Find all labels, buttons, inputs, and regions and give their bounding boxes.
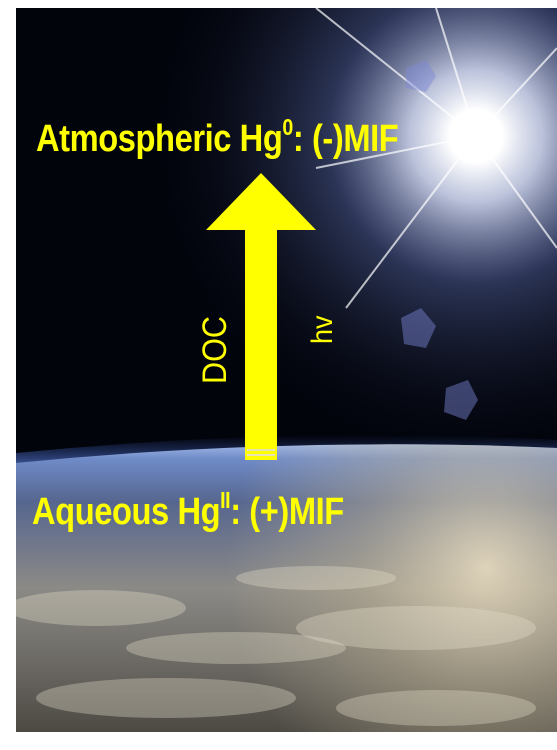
doc-label: DOC	[196, 315, 234, 384]
top-label-text: Atmospheric Hg	[36, 118, 283, 160]
space-background-image	[16, 8, 557, 732]
atmospheric-hg0-label: Atmospheric Hg0: (-)MIF	[36, 116, 399, 161]
bottom-label-superscript: II	[220, 487, 231, 514]
hv-label: hv	[306, 315, 339, 344]
aqueous-hgii-label: Aqueous HgII: (+)MIF	[32, 489, 344, 534]
top-label-superscript: 0	[282, 114, 293, 141]
earth-sun-photo: Atmospheric Hg0: (-)MIF DOC hv Aqueous H…	[16, 8, 557, 732]
reaction-arrow	[206, 173, 316, 460]
bottom-label-text: Aqueous Hg	[32, 491, 221, 533]
arrow-up-icon	[206, 173, 316, 460]
bottom-label-suffix: : (+)MIF	[230, 491, 344, 533]
top-label-suffix: : (-)MIF	[292, 118, 399, 160]
